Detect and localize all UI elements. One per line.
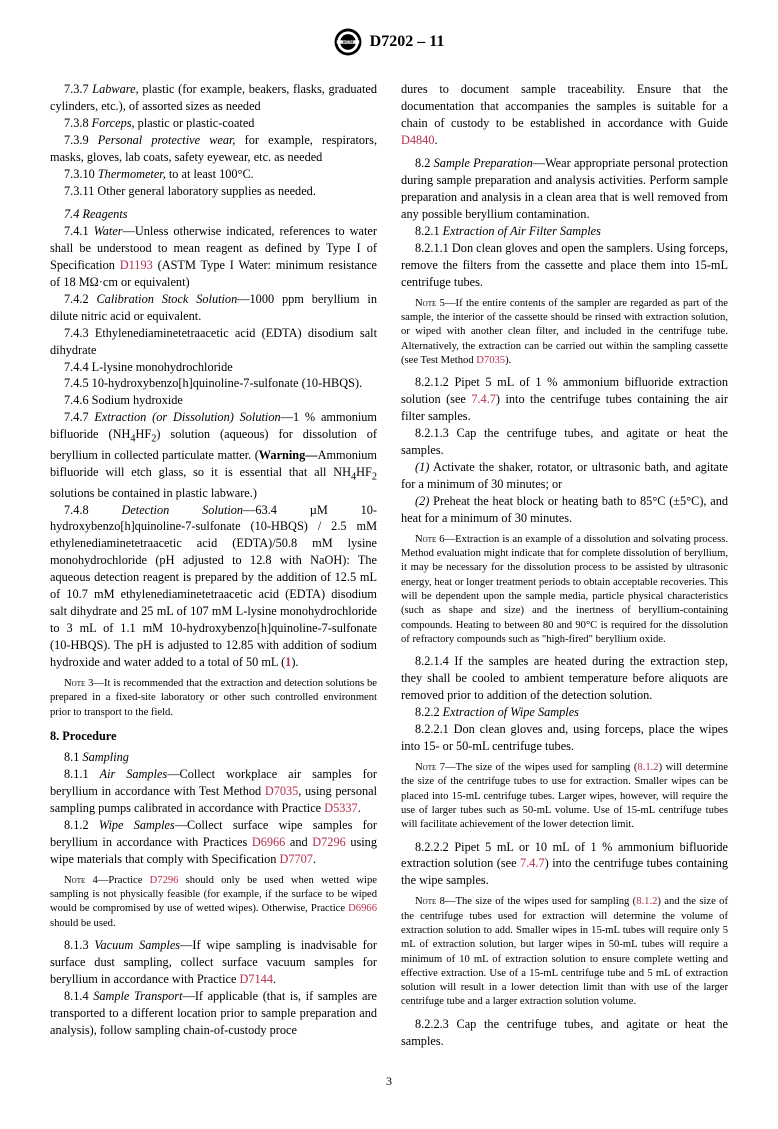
p-cont: dures to document sample traceability. E… [401,81,728,149]
p-7-4-5: 7.4.5 10-hydroxybenzo[h]quinoline-7-sulf… [50,375,377,392]
p-8-2-1: 8.2.1 Extraction of Air Filter Samples [401,223,728,240]
p-8-1-1: 8.1.1 Air Samples—Collect workplace air … [50,766,377,817]
p-8-2-1-1: 8.2.1.1 Don clean gloves and open the sa… [401,240,728,291]
column-left: 7.3.7 Labware, plastic (for example, bea… [50,81,377,1050]
note-8: Note 8—The size of the wipes used for sa… [401,895,728,1009]
note-4: Note 4—Practice D7296 should only be use… [50,874,377,931]
columns: 7.3.7 Labware, plastic (for example, bea… [50,81,728,1050]
p-7-4-2: 7.4.2 Calibration Stock Solution—1000 pp… [50,291,377,325]
p-8-1-4: 8.1.4 Sample Transport—If applicable (th… [50,988,377,1039]
header: ASTM D7202 – 11 [50,28,728,61]
p-7-4-8: 7.4.8 Detection Solution—63.4 µM 10-hydr… [50,502,377,672]
p-7-3-11: 7.3.11 Other general laboratory supplies… [50,183,377,200]
link-d7707[interactable]: D7707 [279,852,312,866]
p-8-2-1-3: 8.2.1.3 Cap the centrifuge tubes, and ag… [401,425,728,459]
note-3: Note 3—It is recommended that the extrac… [50,677,377,720]
p-8-2-1-4: 8.2.1.4 If the samples are heated during… [401,653,728,704]
p-8-2-1-2: 8.2.1.2 Pipet 5 mL of 1 % ammonium biflu… [401,374,728,425]
p-8-2-1-3-2: (2) Preheat the heat block or heating ba… [401,493,728,527]
h-8-1: 8.1 Sampling [50,749,377,766]
p-7-4-6: 7.4.6 Sodium hydroxide [50,392,377,409]
h-8: 8. Procedure [50,728,377,745]
p-8-1-2: 8.1.2 Wipe Samples—Collect surface wipe … [50,817,377,868]
link-812-n8[interactable]: 8.1.2 [636,896,657,907]
link-812-n7[interactable]: 8.1.2 [637,762,658,773]
p-7-3-7: 7.3.7 Labware, plastic (for example, bea… [50,81,377,115]
doc-id: D7202 – 11 [370,33,445,51]
link-d7296[interactable]: D7296 [312,835,345,849]
page-number: 3 [50,1074,728,1089]
p-7-3-10: 7.3.10 Thermometer, to at least 100°C. [50,166,377,183]
p-8-2-2-1: 8.2.2.1 Don clean gloves and, using forc… [401,721,728,755]
p-7-3-9: 7.3.9 Personal protective wear, for exam… [50,132,377,166]
p-7-4-3: 7.4.3 Ethylenediaminetetraacetic acid (E… [50,325,377,359]
link-d7296-n4[interactable]: D7296 [150,875,179,886]
link-d7035-n5[interactable]: D7035 [476,355,505,366]
h-7-4: 7.4 Reagents [50,206,377,223]
link-d5337[interactable]: D5337 [324,801,357,815]
link-747[interactable]: 7.4.7 [471,392,496,406]
link-d7035[interactable]: D7035 [265,784,298,798]
p-7-4-4: 7.4.4 L-lysine monohydrochloride [50,359,377,376]
link-d7144[interactable]: D7144 [240,972,273,986]
page: ASTM D7202 – 11 7.3.7 Labware, plastic (… [0,0,778,1129]
note-6: Note 6—Extraction is an example of a dis… [401,533,728,647]
link-d1193[interactable]: D1193 [120,258,153,272]
p-7-4-1: 7.4.1 Water—Unless otherwise indicated, … [50,223,377,291]
p-7-4-7: 7.4.7 Extraction (or Dissolution) Soluti… [50,409,377,501]
p-8-2-2-3: 8.2.2.3 Cap the centrifuge tubes, and ag… [401,1016,728,1050]
p-8-2-2: 8.2.2 Extraction of Wipe Samples [401,704,728,721]
link-747-b[interactable]: 7.4.7 [520,856,545,870]
column-right: dures to document sample traceability. E… [401,81,728,1050]
p-8-1-3: 8.1.3 Vacuum Samples—If wipe sampling is… [50,937,377,988]
note-5: Note 5—If the entire contents of the sam… [401,297,728,368]
p-8-2: 8.2 Sample Preparation—Wear appropriate … [401,155,728,223]
astm-logo-icon: ASTM [334,28,362,56]
p-8-2-2-2: 8.2.2.2 Pipet 5 mL or 10 mL of 1 % ammon… [401,839,728,890]
p-7-3-8: 7.3.8 Forceps, plastic or plastic-coated [50,115,377,132]
link-d6966[interactable]: D6966 [252,835,285,849]
link-d6966-n4[interactable]: D6966 [348,903,377,914]
note-7: Note 7—The size of the wipes used for sa… [401,761,728,832]
svg-text:ASTM: ASTM [342,39,353,44]
link-d4840[interactable]: D4840 [401,133,434,147]
p-8-2-1-3-1: (1) Activate the shaker, rotator, or ult… [401,459,728,493]
